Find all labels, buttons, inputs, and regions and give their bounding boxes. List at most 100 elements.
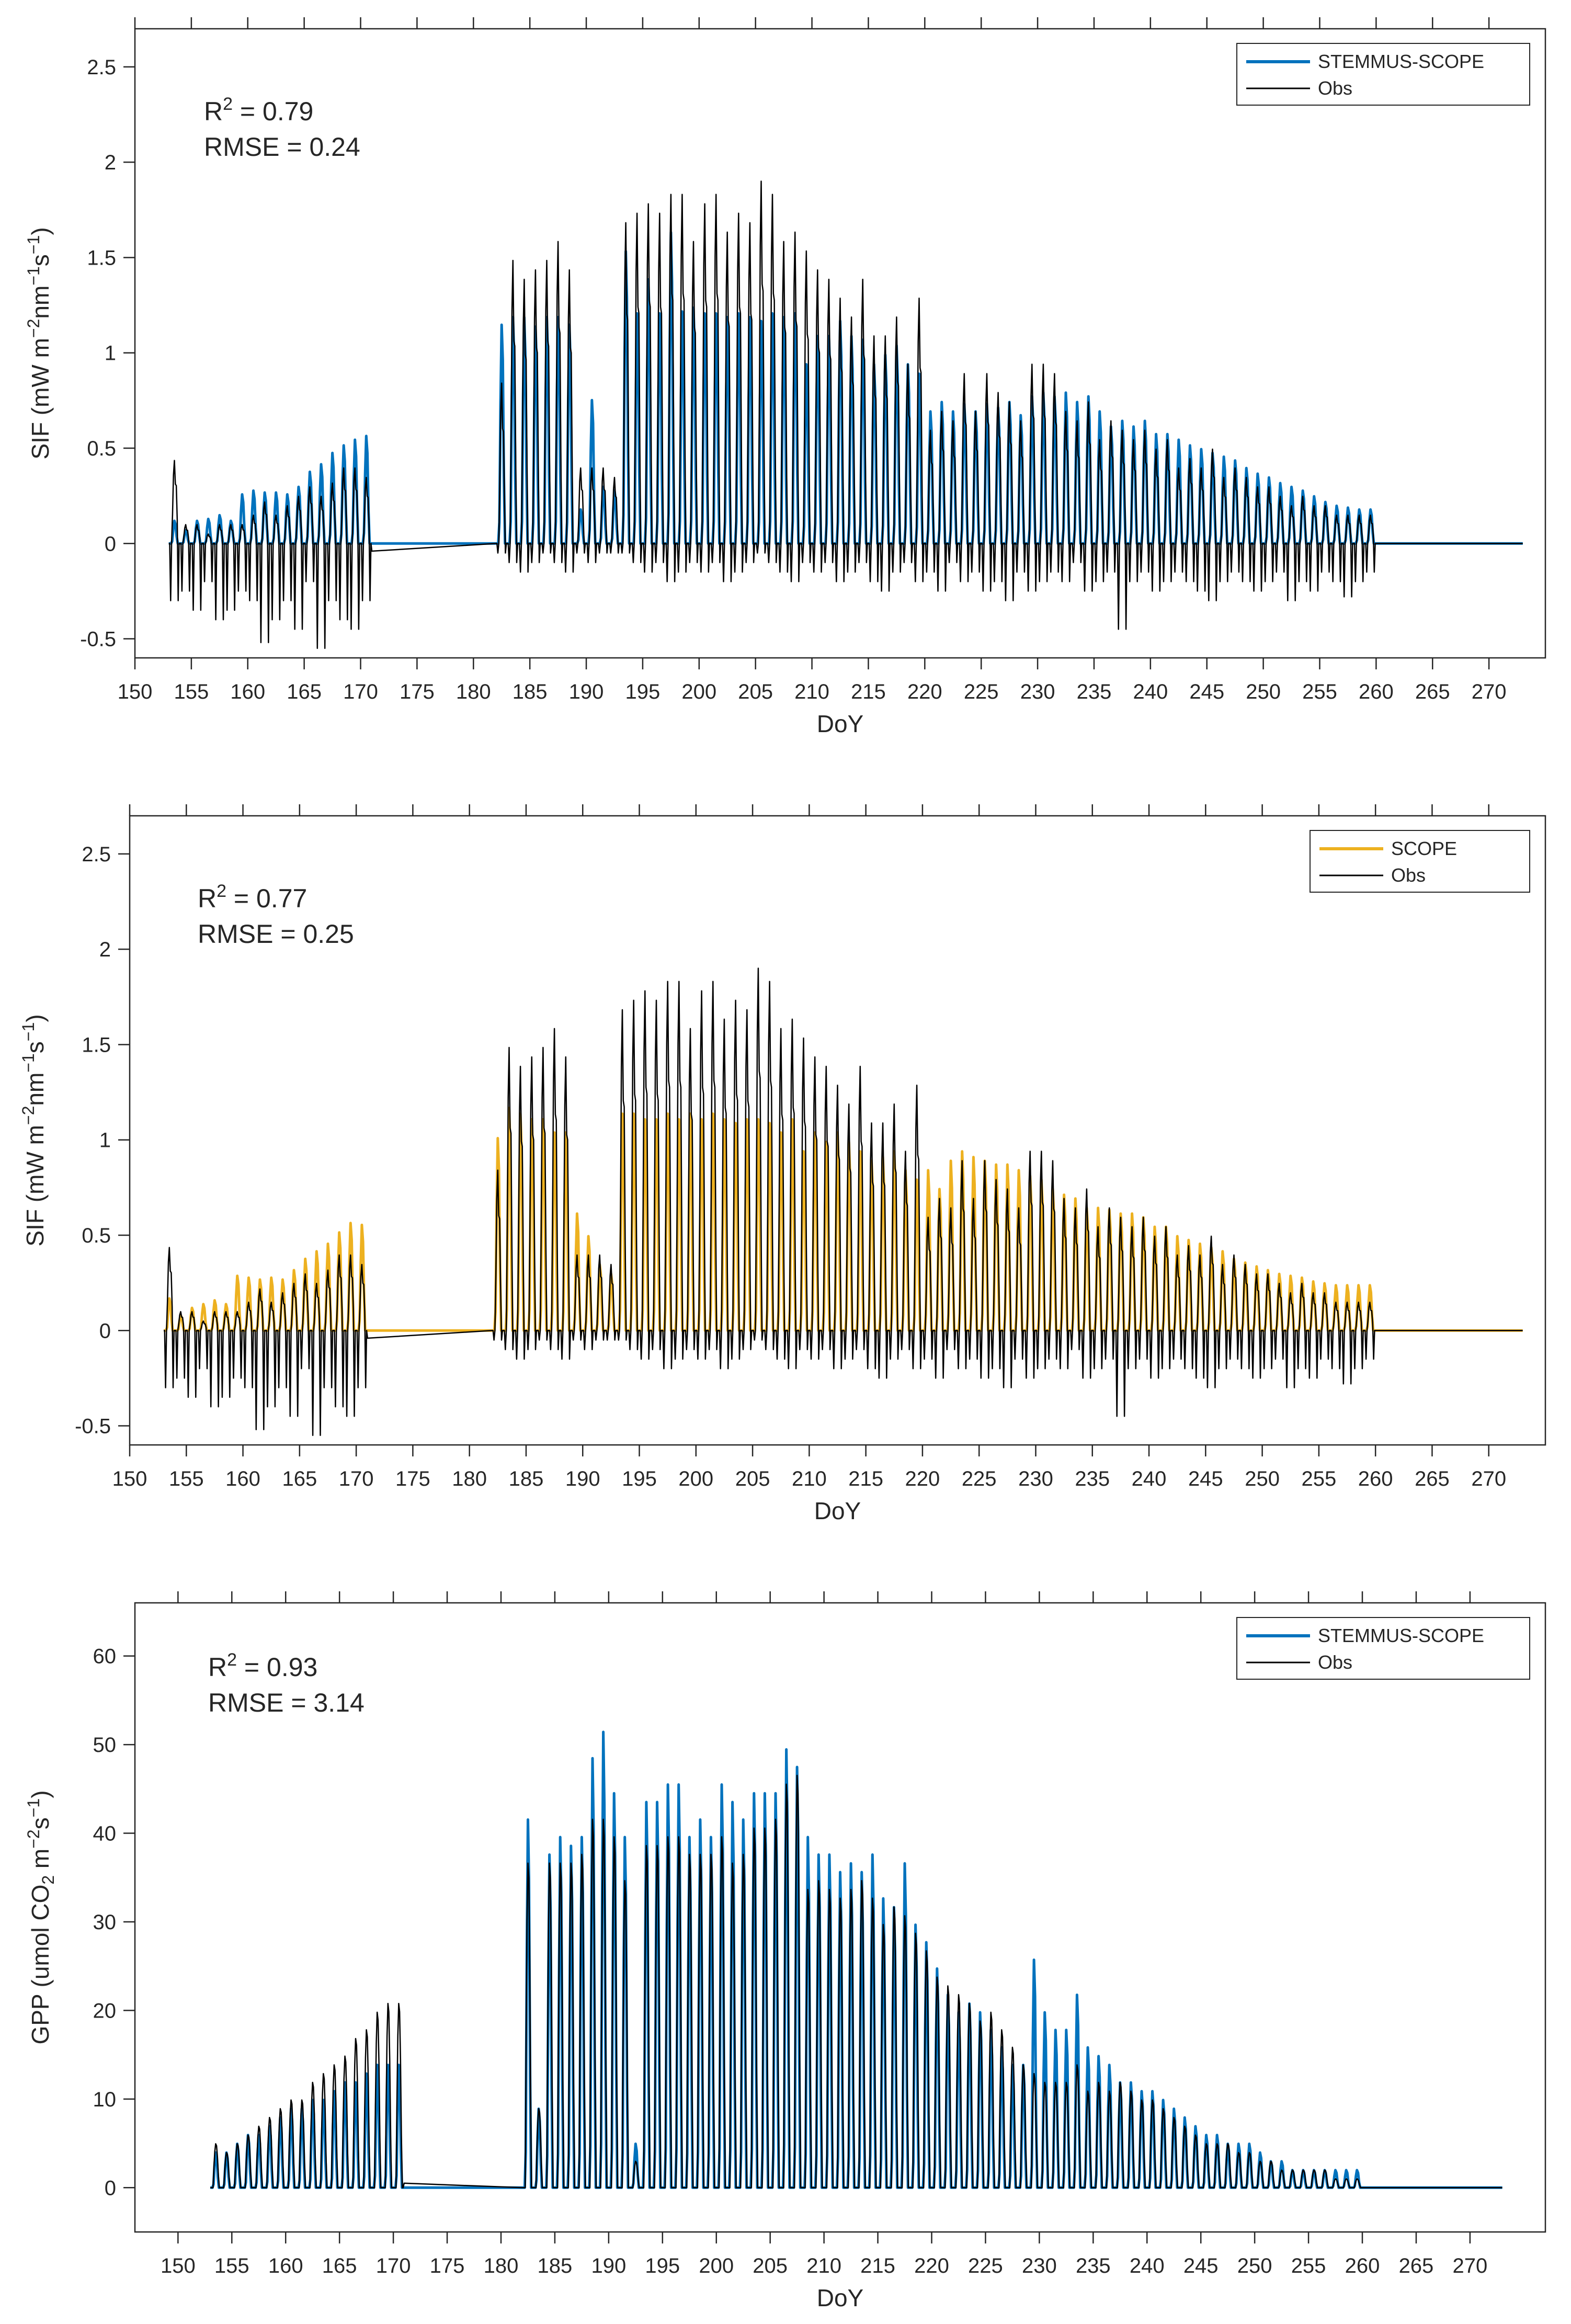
x-tick-label: 225: [964, 680, 999, 703]
y-axis-title: GPP (umol CO2 m−2s−1): [24, 1790, 58, 2044]
x-tick-label: 240: [1132, 1467, 1167, 1490]
x-tick-label: 195: [622, 1467, 657, 1490]
rmse-label: RMSE = 0.24: [204, 132, 360, 162]
x-tick-label: 205: [753, 2254, 788, 2277]
legend: SCOPE Obs: [1310, 830, 1530, 893]
r-squared-label: R2 = 0.77: [198, 881, 307, 913]
x-tick-label: 210: [794, 680, 829, 703]
x-tick-label: 180: [456, 680, 491, 703]
y-tick-label: 30: [93, 1911, 117, 1934]
x-tick-label: 240: [1130, 2254, 1165, 2277]
y-tick-label: 2: [105, 151, 116, 174]
x-tick-label: 155: [174, 680, 209, 703]
x-tick-label: 255: [1291, 2254, 1326, 2277]
series-line-obs: [210, 1774, 1502, 2189]
x-axis-title: DoY: [817, 710, 863, 737]
x-tick-label: 165: [282, 1467, 317, 1490]
y-tick-label: 0: [105, 2177, 116, 2200]
legend-label-obs: Obs: [1318, 77, 1352, 99]
x-tick-label: 250: [1237, 2254, 1272, 2277]
x-tick-label: 170: [343, 680, 378, 703]
y-tick-label: 0: [105, 532, 116, 555]
panel-top: 150 155 160 165 170 175 180 185 190 195 200 205 210 2…: [24, 17, 1546, 737]
x-tick-label: 190: [569, 680, 604, 703]
y-tick-label: -0.5: [75, 1415, 111, 1438]
x-tick-label: 165: [287, 680, 322, 703]
legend: STEMMUS-SCOPE Obs: [1236, 1617, 1530, 1680]
x-tick-label: 195: [645, 2254, 680, 2277]
legend-label-obs: Obs: [1318, 1651, 1352, 1673]
y-tick-label: 40: [93, 1822, 117, 1845]
x-tick-label: 185: [509, 1467, 544, 1490]
y-tick-label: 2.5: [87, 56, 116, 79]
x-tick-label: 265: [1415, 1467, 1450, 1490]
x-tick-label: 160: [225, 1467, 260, 1490]
y-tick-label: 60: [93, 1645, 117, 1668]
x-axis-title: DoY: [814, 1497, 861, 1524]
legend-box: [1236, 43, 1530, 106]
y-tick-label: -0.5: [80, 628, 116, 651]
x-tick-label: 225: [968, 2254, 1003, 2277]
x-tick-label: 230: [1018, 1467, 1053, 1490]
y-tick-label: 1: [99, 1129, 111, 1152]
y-tick-label: 0.5: [87, 437, 116, 460]
x-tick-label: 170: [339, 1467, 374, 1490]
x-tick-label: 220: [905, 1467, 940, 1490]
x-tick-label: 210: [806, 2254, 841, 2277]
x-tick-label: 185: [513, 680, 548, 703]
x-tick-label: 185: [538, 2254, 573, 2277]
x-tick-label: 235: [1075, 1467, 1110, 1490]
x-tick-label: 150: [112, 1467, 147, 1490]
x-tick-label: 245: [1183, 2254, 1219, 2277]
x-tick-label: 200: [681, 680, 716, 703]
x-tick-label: 220: [914, 2254, 949, 2277]
x-tick-label: 200: [699, 2254, 734, 2277]
x-tick-label: 175: [395, 1467, 430, 1490]
legend-label-obs: Obs: [1391, 864, 1426, 886]
x-tick-label: 200: [678, 1467, 713, 1490]
x-tick-label: 220: [907, 680, 942, 703]
x-tick-label: 245: [1188, 1467, 1223, 1490]
y-axis-title: SIF (mW m−2nm−1s−1): [19, 1014, 49, 1246]
x-tick-label: 260: [1358, 1467, 1393, 1490]
x-tick-label: 155: [169, 1467, 204, 1490]
x-tick-label: 205: [735, 1467, 770, 1490]
x-tick-label: 250: [1245, 1467, 1280, 1490]
series-line-obs: [164, 967, 1523, 1437]
x-tick-label: 150: [161, 2254, 196, 2277]
x-tick-label: 215: [848, 1467, 883, 1490]
legend-box: [1310, 830, 1530, 893]
x-tick-label: 180: [452, 1467, 487, 1490]
x-tick-label: 215: [851, 680, 886, 703]
rmse-label: RMSE = 3.14: [208, 1688, 365, 1717]
legend-label-model: STEMMUS-SCOPE: [1318, 51, 1484, 72]
x-tick-label: 210: [792, 1467, 827, 1490]
y-tick-label: 0: [99, 1319, 111, 1342]
series-line-obs: [168, 180, 1523, 650]
x-tick-label: 190: [565, 1467, 600, 1490]
legend-box: [1236, 1617, 1530, 1680]
x-tick-label: 235: [1076, 2254, 1111, 2277]
x-tick-label: 230: [1020, 680, 1055, 703]
x-tick-label: 255: [1302, 680, 1337, 703]
x-tick-label: 160: [230, 680, 265, 703]
x-tick-label: 270: [1471, 1467, 1506, 1490]
x-tick-label: 270: [1472, 680, 1507, 703]
x-tick-label: 215: [860, 2254, 895, 2277]
r-squared-label: R2 = 0.79: [204, 94, 313, 126]
y-tick-label: 1: [105, 342, 116, 365]
legend-label-model: STEMMUS-SCOPE: [1318, 1625, 1484, 1646]
x-tick-label: 260: [1359, 680, 1394, 703]
y-tick-label: 2: [99, 938, 111, 961]
x-tick-label: 190: [591, 2254, 626, 2277]
y-tick-label: 0.5: [82, 1224, 111, 1247]
panel-middle: 150 155 160 165 170 175 180 185 190 195 200 205 210 2…: [19, 804, 1546, 1524]
x-tick-label: 175: [400, 680, 435, 703]
legend: STEMMUS-SCOPE Obs: [1236, 43, 1530, 106]
x-tick-label: 265: [1399, 2254, 1434, 2277]
x-tick-label: 240: [1133, 680, 1168, 703]
x-tick-label: 225: [962, 1467, 997, 1490]
x-tick-label: 235: [1077, 680, 1112, 703]
x-tick-label: 175: [430, 2254, 465, 2277]
